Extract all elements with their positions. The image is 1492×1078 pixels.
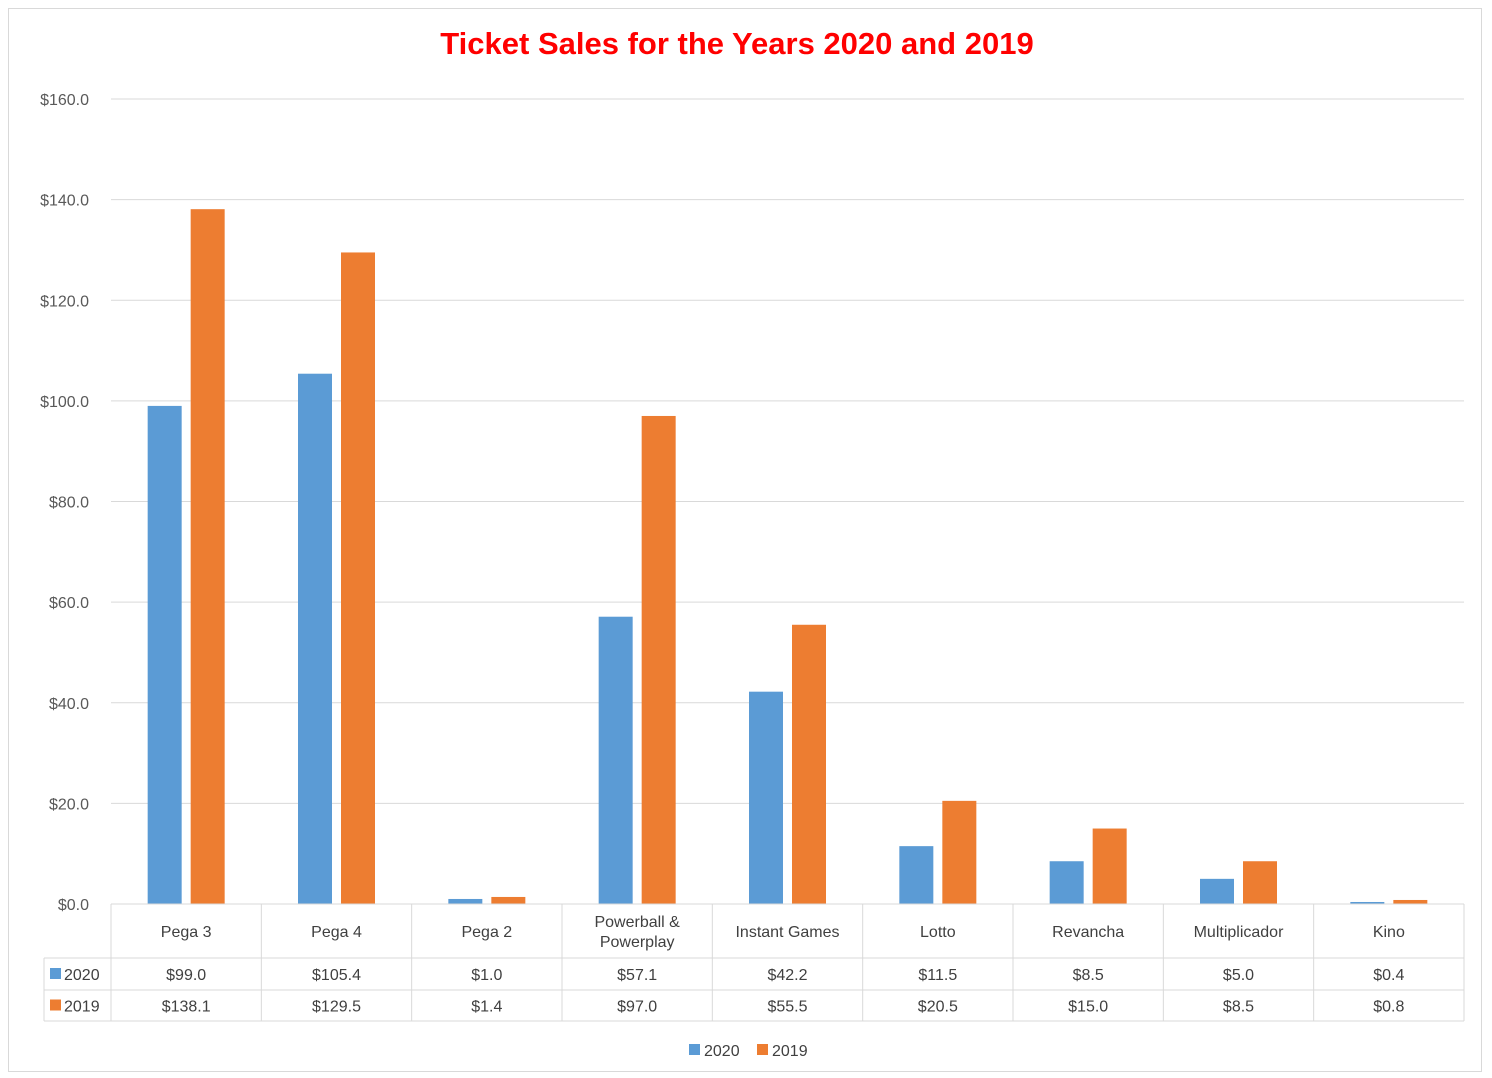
y-tick-label: $100.0: [40, 394, 89, 411]
bar-2020: [749, 691, 783, 904]
data-label: $42.2: [767, 967, 807, 984]
bar-2019: [491, 896, 526, 904]
category-label: Lotto: [920, 924, 956, 941]
y-tick-label: $60.0: [49, 595, 89, 612]
data-label: $0.8: [1373, 999, 1404, 1016]
bar-2020: [448, 898, 483, 904]
legend-label: 2020: [704, 1043, 740, 1060]
bar-2019: [190, 209, 225, 904]
bar-2020: [1049, 861, 1084, 904]
bar-2019: [1243, 861, 1277, 904]
category-label: Instant Games: [735, 924, 839, 941]
category-label: Revancha: [1052, 924, 1124, 941]
bar-2019: [1092, 828, 1127, 904]
data-label: $57.1: [617, 967, 657, 984]
data-label: $97.0: [617, 999, 657, 1016]
y-tick-label: $20.0: [49, 796, 89, 813]
bar-2020: [598, 616, 633, 904]
bar-2020: [147, 405, 182, 904]
category-label: Pega 2: [461, 924, 512, 941]
y-tick-label: $120.0: [40, 293, 89, 310]
category-label: Kino: [1373, 924, 1405, 941]
y-tick-label: $40.0: [49, 696, 89, 713]
legend-swatch-2019: [757, 1044, 768, 1055]
y-tick-label: $160.0: [40, 92, 89, 109]
data-label: $15.0: [1068, 999, 1108, 1016]
bar-2020: [1350, 901, 1385, 904]
row-key-2020: [50, 968, 61, 979]
data-label: $8.5: [1223, 999, 1254, 1016]
category-label: Multiplicador: [1194, 924, 1284, 941]
data-label: $129.5: [312, 999, 361, 1016]
data-label: $1.0: [471, 967, 502, 984]
legend-label: 2019: [772, 1043, 808, 1060]
data-label: $105.4: [312, 967, 361, 984]
bar-2019: [792, 624, 826, 904]
data-label: $11.5: [918, 967, 957, 984]
chart-title: Ticket Sales for the Years 2020 and 2019: [440, 26, 1034, 61]
bar-2019: [942, 800, 977, 904]
row-header: 2020: [64, 967, 100, 984]
data-label: $1.4: [471, 999, 502, 1016]
bar-2019: [641, 415, 676, 904]
data-label: $20.5: [918, 999, 958, 1016]
y-tick-label: $140.0: [40, 193, 89, 210]
row-key-2019: [50, 999, 61, 1011]
bar-2020: [1200, 878, 1234, 904]
data-label: $138.1: [162, 999, 211, 1016]
y-tick-label: $0.0: [58, 897, 89, 914]
bar-2019: [1393, 899, 1428, 904]
data-label: $0.4: [1373, 967, 1404, 984]
data-label: $55.5: [767, 999, 807, 1016]
data-label: $99.0: [166, 967, 206, 984]
category-label: Powerball &: [594, 914, 680, 931]
y-tick-label: $80.0: [49, 495, 89, 512]
data-label: $8.5: [1073, 967, 1104, 984]
legend-swatch-2020: [689, 1044, 700, 1055]
category-label: Pega 3: [161, 924, 212, 941]
bar-2020: [298, 373, 332, 904]
bar-2020: [899, 846, 934, 904]
row-header: 2019: [64, 999, 100, 1016]
data-label: $5.0: [1223, 967, 1254, 984]
bar-2019: [341, 252, 375, 904]
chart-frame: [8, 8, 1482, 1072]
category-label: Powerplay: [600, 934, 675, 951]
category-label: Pega 4: [311, 924, 362, 941]
